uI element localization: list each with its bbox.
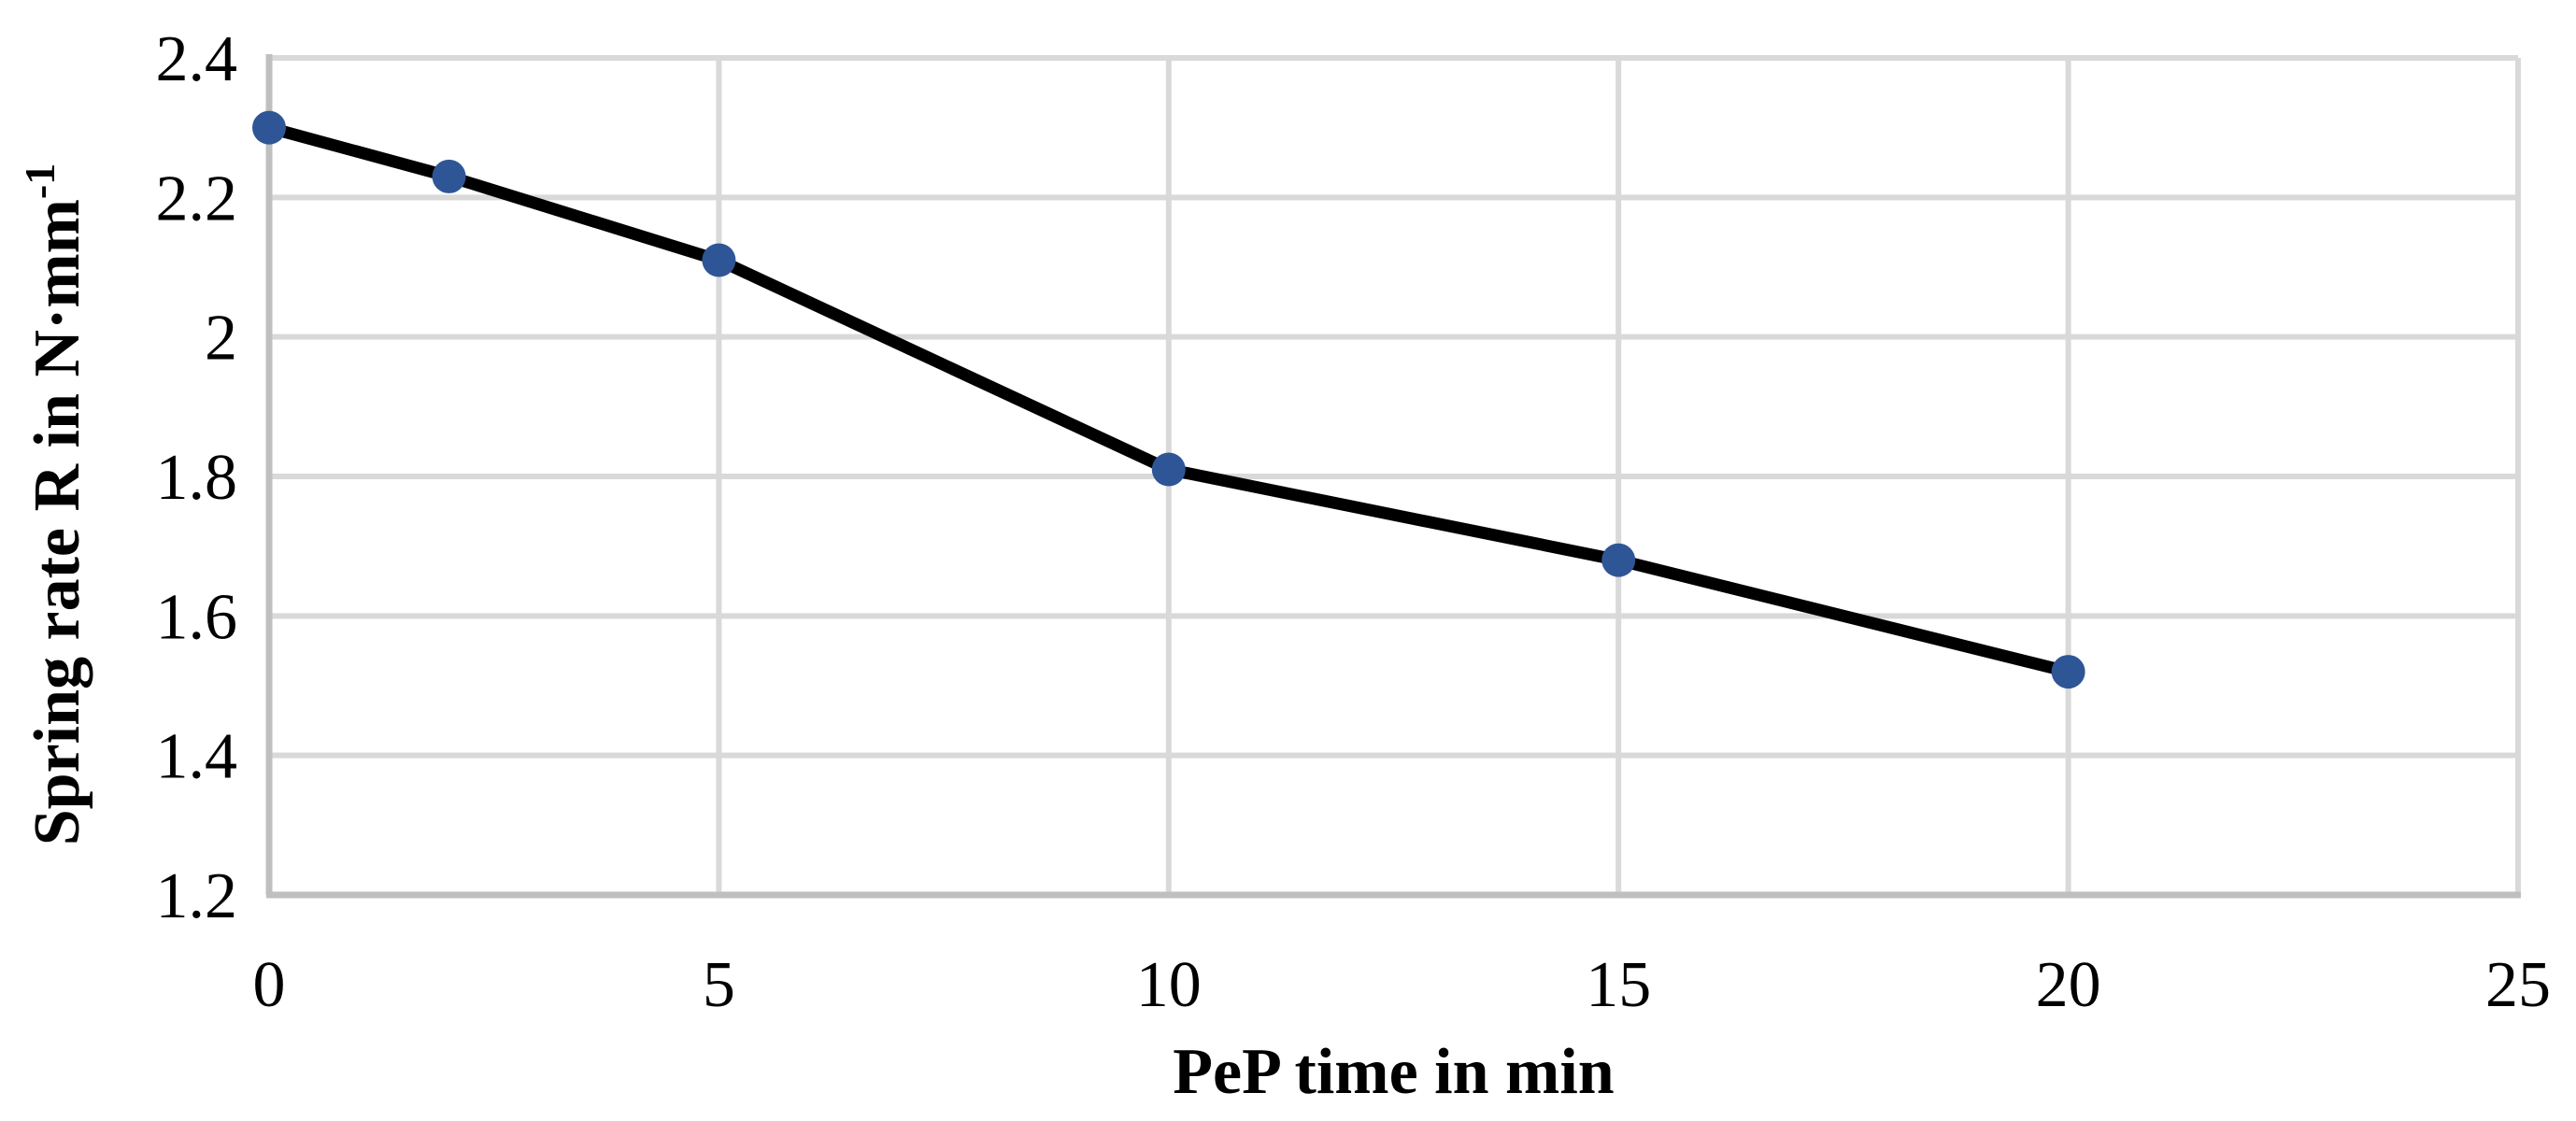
y-tick-label: 2 [205,303,237,375]
x-tick-label: 15 [1586,949,1651,1021]
data-points [252,110,2085,689]
data-point [252,110,286,145]
y-tick-label: 1.8 [156,442,238,514]
y-tick-label: 2.4 [156,23,238,95]
y-tick-labels: 2.4 2.2 2 1.8 1.6 1.4 1.2 [156,23,238,932]
x-axis-title: PeP time in min [1173,1036,1614,1108]
y-tick-label: 1.4 [156,721,238,793]
data-point [702,243,736,277]
y-axis-title-superscript: -1 [16,163,64,199]
y-axis-title-base: Spring rate R in N·mm [21,199,93,845]
y-tick-label: 1.6 [156,581,238,653]
x-tick-labels: 0 5 10 15 20 25 [253,949,2552,1021]
x-tick-label: 0 [253,949,286,1021]
data-point [1151,452,1186,487]
x-tick-label: 25 [2485,949,2551,1021]
y-axis-title: Spring rate R in N·mm-1 [16,163,93,846]
x-tick-label: 5 [703,949,735,1021]
data-point [432,159,466,193]
gridlines [269,55,2521,895]
x-tick-label: 10 [1136,949,1202,1021]
data-point [2051,655,2085,689]
y-tick-label: 1.2 [156,860,238,932]
y-tick-label: 2.2 [156,163,238,234]
x-tick-label: 20 [2036,949,2101,1021]
data-point [1601,543,1636,577]
data-line [267,121,2071,678]
